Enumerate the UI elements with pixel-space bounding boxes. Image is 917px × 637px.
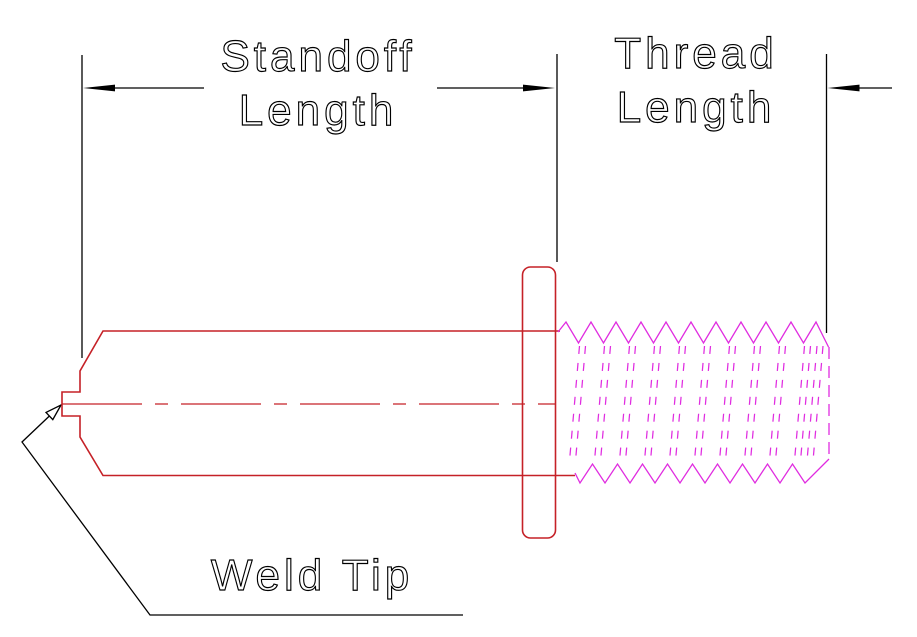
flange	[521, 266, 557, 539]
weld-tip-text: Weld Tip	[210, 550, 414, 600]
thread-dimension-line	[827, 84, 892, 92]
thread-flank-lines	[568, 345, 824, 462]
arrowhead-left-icon	[827, 84, 860, 92]
standoff-label-line1: Standoff	[220, 31, 416, 81]
stud-body-outline	[61, 330, 575, 477]
thread-layer	[557, 320, 830, 485]
open-arrowhead-icon	[44, 403, 63, 421]
thread-crest-top	[557, 320, 830, 348]
annotation-layer	[21, 54, 892, 616]
thread-length-label: Thread Length	[614, 27, 777, 135]
arrowhead-right-icon	[523, 84, 555, 92]
standoff-dimension-line	[83, 84, 555, 92]
thread-label-line1: Thread	[614, 28, 778, 78]
stud-body-layer	[61, 266, 575, 539]
thread-label-line2: Length	[616, 82, 776, 132]
thread-crest-bottom	[574, 458, 830, 485]
weld-tip-label: Weld Tip	[210, 549, 414, 603]
standoff-length-label: Standoff Length	[220, 30, 415, 138]
arrowhead-left-icon	[83, 84, 115, 92]
standoff-label-line2: Length	[238, 85, 398, 135]
weld-tip-leader	[21, 403, 463, 616]
